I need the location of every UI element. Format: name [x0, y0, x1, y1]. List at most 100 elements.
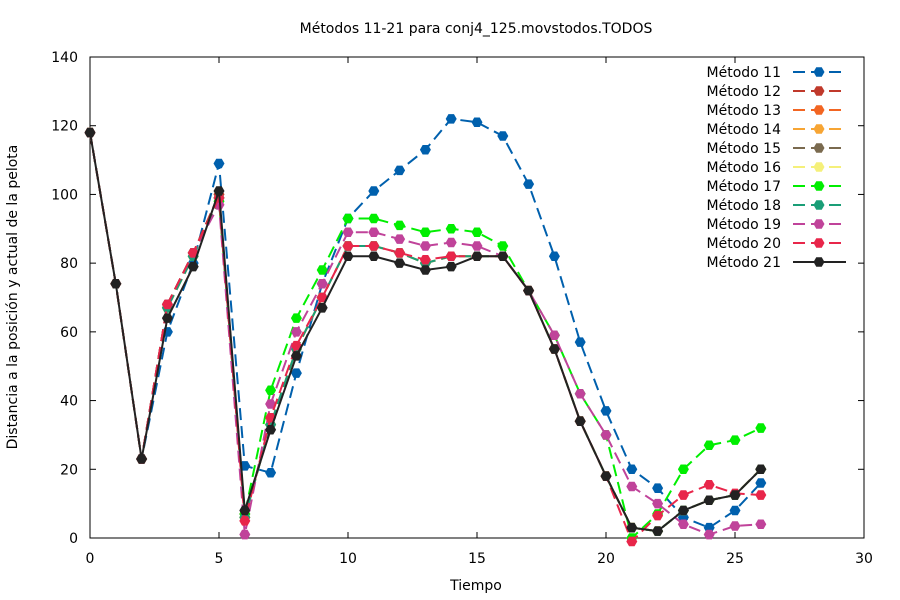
y-tick-label: 140 — [51, 50, 78, 66]
data-point — [497, 251, 509, 262]
legend-label: Método 11 — [707, 65, 781, 81]
legend-entry: Método 14 — [707, 122, 846, 138]
data-point — [626, 522, 638, 533]
data-point — [161, 299, 173, 310]
data-point — [368, 213, 380, 224]
data-point — [419, 265, 431, 275]
data-point — [84, 127, 96, 138]
data-point — [755, 490, 767, 500]
data-point — [574, 388, 586, 399]
data-point — [523, 179, 535, 189]
x-tick-label: 20 — [597, 551, 615, 567]
data-point — [497, 241, 509, 251]
data-point — [471, 227, 483, 237]
data-point — [394, 220, 406, 231]
series-line — [89, 132, 762, 533]
data-point — [394, 234, 406, 244]
legend-entry: Método 18 — [707, 198, 846, 214]
data-point — [419, 227, 431, 237]
legend-swatch-marker — [813, 105, 825, 115]
data-point — [290, 327, 302, 337]
data-point — [626, 536, 638, 547]
x-tick-label: 15 — [468, 551, 486, 567]
data-point — [342, 213, 354, 224]
x-tick-label: 25 — [726, 551, 744, 567]
series-line — [89, 132, 762, 533]
legend-entry: Método 20 — [707, 236, 846, 252]
data-point — [394, 165, 406, 176]
data-point — [187, 248, 199, 258]
legend-swatch-marker — [813, 143, 825, 153]
data-point — [290, 351, 302, 361]
data-point — [239, 529, 251, 540]
data-point — [677, 519, 689, 530]
data-point — [342, 251, 354, 262]
series-line — [89, 132, 762, 533]
data-point — [652, 526, 664, 536]
data-point — [574, 337, 586, 347]
y-tick-label: 60 — [60, 325, 78, 341]
data-point — [368, 241, 380, 251]
legend-label: Método 12 — [707, 84, 781, 100]
data-point — [290, 313, 302, 323]
data-point — [471, 117, 483, 128]
data-point — [703, 529, 715, 540]
data-point — [265, 425, 277, 435]
legend-label: Método 18 — [707, 198, 781, 214]
data-point — [445, 224, 457, 234]
legend-label: Método 15 — [707, 141, 781, 157]
series-line — [89, 132, 762, 533]
x-tick-label: 10 — [339, 551, 357, 567]
data-point — [471, 251, 483, 262]
data-point — [161, 313, 173, 323]
data-point — [239, 516, 251, 526]
x-tick-label: 5 — [215, 551, 224, 567]
series-m-todo-14 — [84, 127, 767, 536]
data-point — [652, 498, 664, 509]
data-point — [394, 248, 406, 258]
legend-entry: Método 19 — [707, 217, 846, 233]
series-line — [89, 132, 761, 544]
data-point — [729, 435, 741, 445]
data-point — [548, 251, 560, 262]
data-point — [368, 251, 380, 262]
data-point — [342, 241, 354, 251]
data-point — [548, 330, 560, 341]
data-point — [755, 423, 767, 433]
legend-swatch-marker — [813, 257, 825, 267]
data-point — [677, 464, 689, 475]
data-point — [729, 505, 741, 516]
x-axis-label: Tiempo — [449, 578, 502, 594]
data-point — [600, 430, 612, 440]
series-m-todo-19 — [84, 127, 767, 540]
series-m-todo-12 — [84, 127, 767, 536]
series-m-todo-21 — [84, 127, 767, 536]
data-point — [548, 344, 560, 354]
series-m-todo-18 — [84, 127, 767, 536]
data-point — [316, 292, 328, 303]
series-line — [89, 132, 762, 540]
data-point — [600, 406, 612, 416]
data-point — [419, 241, 431, 251]
data-point — [316, 278, 328, 289]
legend-swatch-marker — [813, 219, 825, 229]
data-point — [755, 478, 767, 488]
y-tick-label: 120 — [51, 119, 78, 135]
legend-swatch-marker — [813, 238, 825, 248]
data-point — [445, 261, 457, 272]
data-point — [755, 464, 767, 475]
data-point — [652, 483, 664, 493]
y-tick-label: 0 — [69, 531, 78, 547]
series-m-todo-15 — [84, 127, 767, 536]
data-point — [265, 467, 277, 478]
legend: Método 11 Método 12 Método 13 Método 14 Méto… — [707, 65, 846, 271]
data-point — [703, 495, 715, 505]
data-point — [316, 303, 328, 313]
data-point — [445, 237, 457, 248]
axis-ticks: 0 5 10 15 20 25 30 0 20 40 60 80 100 120 140 — [51, 50, 873, 567]
data-point — [600, 471, 612, 481]
data-point — [187, 261, 199, 272]
data-point — [574, 416, 586, 426]
legend-label: Método 20 — [707, 236, 781, 252]
